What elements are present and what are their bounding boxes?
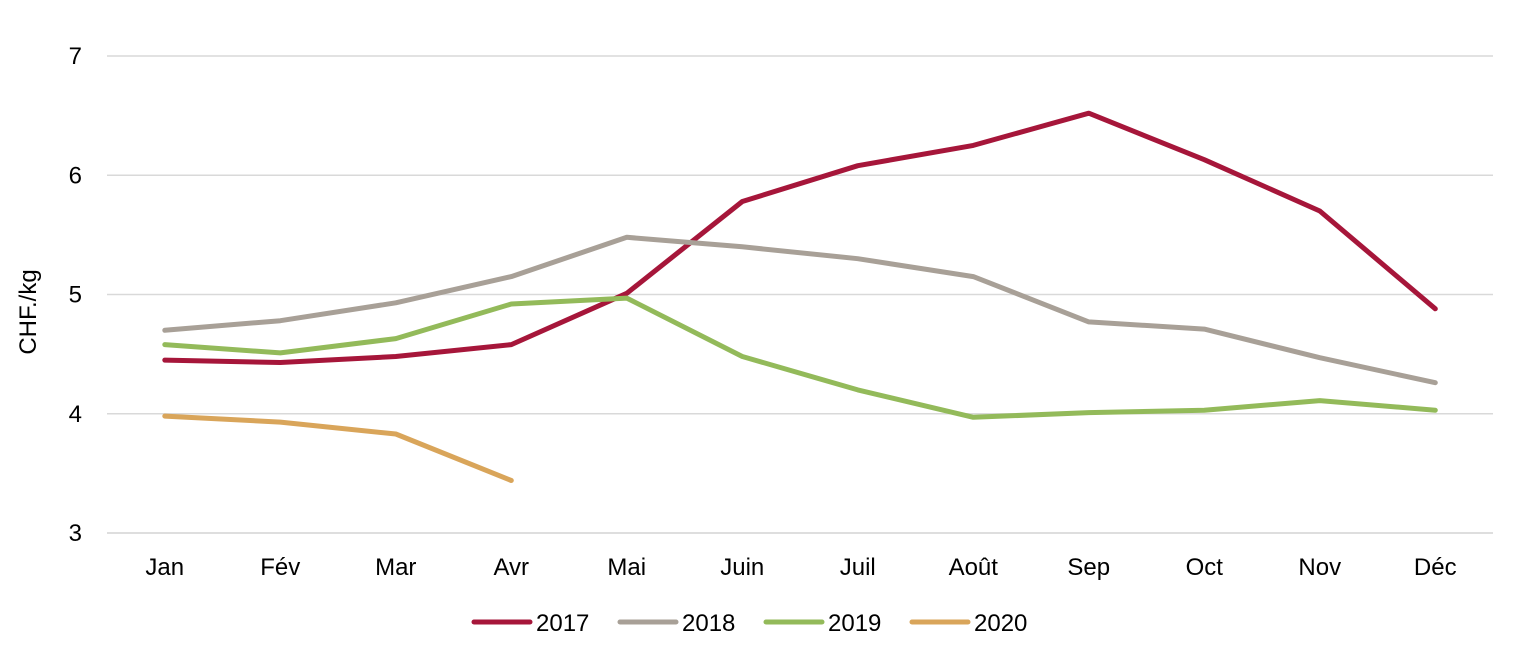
gridlines bbox=[107, 55, 1493, 534]
series-lines bbox=[162, 110, 1438, 483]
x-tick-label: Mar bbox=[375, 554, 416, 581]
y-axis-title: CHF./kg bbox=[15, 269, 42, 354]
series-line-2017 bbox=[162, 110, 1438, 365]
x-tick-label: Avr bbox=[493, 554, 529, 581]
y-tick-label: 6 bbox=[69, 162, 82, 189]
legend-label: 2019 bbox=[828, 610, 881, 637]
legend-label: 2018 bbox=[682, 610, 735, 637]
y-tick-label: 5 bbox=[69, 282, 82, 309]
series-line-2018 bbox=[162, 234, 1438, 386]
y-axis-ticks: 3 4 5 6 7 bbox=[69, 43, 82, 547]
x-tick-label: Août bbox=[949, 554, 999, 581]
x-tick-label: Fév bbox=[260, 554, 300, 581]
y-tick-label: 4 bbox=[69, 401, 82, 428]
x-tick-label: Nov bbox=[1298, 554, 1341, 581]
y-tick-label: 7 bbox=[69, 43, 82, 70]
legend-label: 2017 bbox=[536, 610, 589, 637]
x-tick-label: Jan bbox=[145, 554, 184, 581]
x-axis-ticks: Jan Fév Mar Avr Mai Juin Juil Août Sep Oct Nov Déc bbox=[145, 554, 1456, 581]
x-tick-label: Déc bbox=[1414, 554, 1457, 581]
series-line-2019 bbox=[162, 295, 1438, 420]
x-tick-label: Mai bbox=[607, 554, 646, 581]
y-tick-label: 3 bbox=[69, 520, 82, 547]
series-line-2020 bbox=[162, 413, 514, 483]
x-tick-label: Juin bbox=[720, 554, 764, 581]
legend: 2017 2018 2019 2020 bbox=[471, 610, 1027, 637]
legend-label: 2020 bbox=[974, 610, 1027, 637]
x-tick-label: Sep bbox=[1067, 554, 1110, 581]
x-tick-label: Oct bbox=[1186, 554, 1224, 581]
x-tick-label: Juil bbox=[840, 554, 876, 581]
